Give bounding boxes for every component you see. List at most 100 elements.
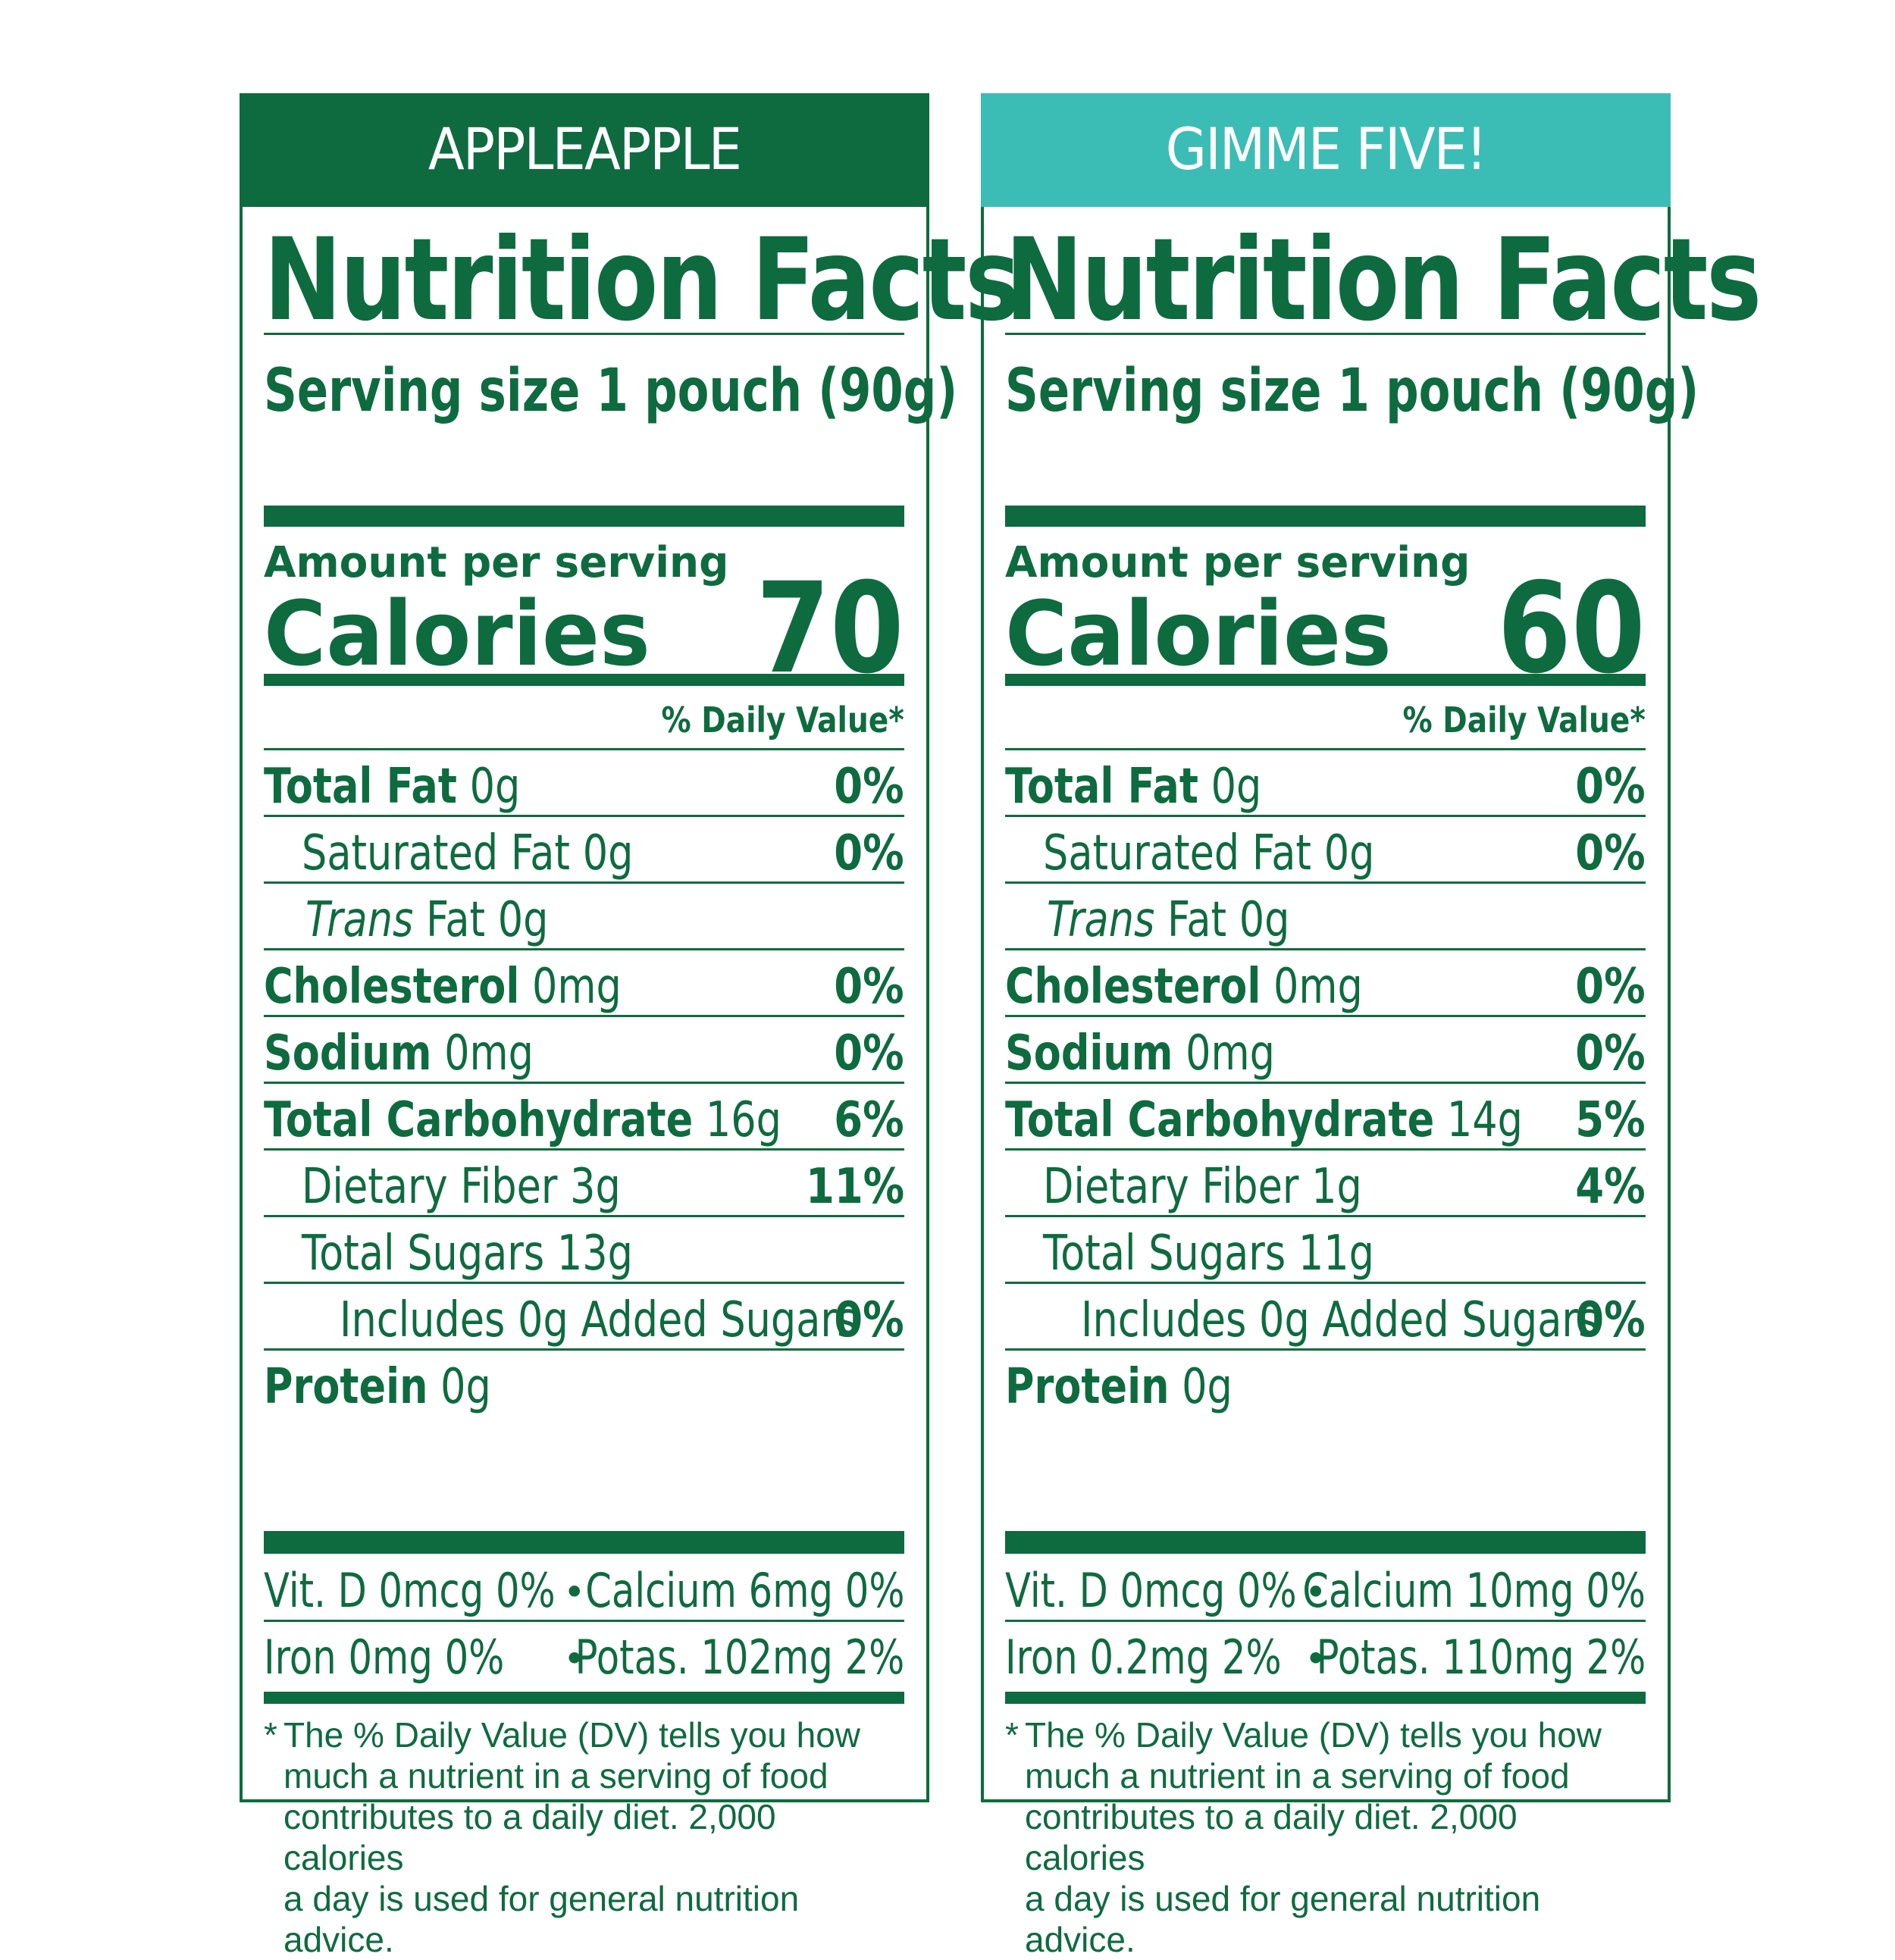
row-trans-fat: Trans Fat 0g (1005, 884, 1646, 950)
divider (1005, 1015, 1646, 1017)
nutrition-facts-title: Nutrition Facts (264, 214, 1020, 346)
daily-value-pct: 4% (1575, 1159, 1646, 1215)
divider (1005, 1282, 1646, 1284)
row-saturated-fat: Saturated Fat 0g 0% (264, 817, 904, 884)
footnote-asterisk: * (1005, 1715, 1019, 1755)
nutrient-name: Dietary Fiber 1g (1043, 1159, 1362, 1215)
divider-medium (264, 1692, 904, 1704)
divider-medium (264, 674, 904, 686)
footnote-text: The % Daily Value (DV) tells you how muc… (283, 1715, 860, 1959)
serving-size: Serving size 1 pouch (90g) (264, 357, 958, 425)
vitamin-right: Potas. 102mg 2% (575, 1630, 904, 1685)
divider-medium (1005, 674, 1646, 686)
vitamin-right: Calcium 6mg 0% (584, 1563, 904, 1618)
nutrient-amount: 16g (693, 1092, 781, 1148)
daily-value-header: % Daily Value* (661, 700, 904, 740)
row-total-sugars: Total Sugars 13g (264, 1217, 904, 1284)
divider (1005, 748, 1646, 750)
divider (264, 815, 904, 817)
daily-value-header: % Daily Value* (1402, 700, 1646, 740)
divider (264, 1215, 904, 1217)
nutrient-name: Protein (264, 1359, 428, 1415)
daily-value-pct: 0% (1575, 759, 1646, 815)
nutrient-amount: 0g (456, 759, 521, 815)
amount-per-serving: Amount per serving (264, 538, 729, 587)
row-trans-fat: Trans Fat 0g (264, 884, 904, 950)
divider (1005, 1082, 1646, 1084)
nutrient-amount: 0g (1198, 759, 1262, 815)
serving-size: Serving size 1 pouch (90g) (1005, 357, 1699, 425)
nutrient-name: Saturated Fat 0g (302, 825, 634, 881)
vitamins-row-1: Vit. D 0mcg 0% • Calcium 10mg 0% (1005, 1555, 1646, 1622)
daily-value-pct: 11% (805, 1159, 904, 1215)
daily-value-pct: 6% (834, 1092, 904, 1148)
calories-value: 60 (1497, 556, 1646, 701)
nutrient-name: Includes 0g Added Sugars (1081, 1292, 1599, 1348)
row-total-carbohydrate: Total Carbohydrate 14g 5% (1005, 1084, 1646, 1151)
nutrient-amount: 14g (1434, 1092, 1523, 1148)
nutrient-amount: 0mg (519, 959, 622, 1015)
nutrient-name: Dietary Fiber 3g (302, 1159, 621, 1215)
daily-value-pct: 0% (834, 959, 904, 1015)
product-banner: GIMME FIVE! (981, 93, 1671, 207)
row-total-sugars: Total Sugars 11g (1005, 1217, 1646, 1284)
vitamins-row-2: Iron 0.2mg 2% • Potas. 110mg 2% (1005, 1622, 1646, 1689)
divider (264, 333, 904, 335)
vitamin-left: Vit. D 0mcg 0% (264, 1563, 556, 1618)
divider-thick (1005, 506, 1646, 527)
nutrition-panel-appleapple: APPLEAPPLE Nutrition Facts Serving size … (240, 93, 1020, 1959)
row-sodium: Sodium 0mg 0% (264, 1017, 904, 1084)
divider (264, 1148, 904, 1151)
nutrient-amount: 0mg (1173, 1025, 1275, 1082)
row-sodium: Sodium 0mg 0% (1005, 1017, 1646, 1084)
daily-value-pct: 0% (1575, 959, 1646, 1015)
row-added-sugars: Includes 0g Added Sugars 0% (1005, 1284, 1646, 1351)
nutrient-name: Total Fat (264, 759, 457, 815)
daily-value-pct: 5% (1575, 1092, 1646, 1148)
daily-value-pct: 0% (1575, 825, 1646, 881)
divider (264, 1015, 904, 1017)
nutrient-amount: Fat 0g (1154, 892, 1290, 948)
daily-value-pct: 0% (1575, 1025, 1646, 1082)
daily-value-pct: 0% (834, 759, 904, 815)
calories-label: Calories (264, 581, 650, 686)
vitamins-row-2: Iron 0mg 0% • Potas. 102mg 2% (264, 1622, 904, 1689)
divider (264, 1620, 904, 1622)
bullet: • (563, 1637, 586, 1681)
divider (1005, 1148, 1646, 1151)
divider (264, 948, 904, 950)
row-added-sugars: Includes 0g Added Sugars 0% (264, 1284, 904, 1351)
daily-value-pct: 0% (834, 825, 904, 881)
nutrient-name: Trans (1047, 892, 1155, 948)
nutrient-amount: 0mg (1261, 959, 1363, 1015)
nutrient-name: Sodium (264, 1025, 432, 1082)
divider (1005, 881, 1646, 884)
calories-label: Calories (1005, 581, 1392, 686)
nutrient-name: Sodium (1005, 1025, 1173, 1082)
nutrition-facts-title: Nutrition Facts (1005, 214, 1762, 346)
nutrient-amount: Fat 0g (413, 892, 549, 948)
divider-thick (264, 506, 904, 527)
row-dietary-fiber: Dietary Fiber 3g 11% (264, 1151, 904, 1217)
nutrient-name: Saturated Fat 0g (1043, 825, 1375, 881)
nutrient-name: Protein (1005, 1359, 1170, 1415)
divider (1005, 948, 1646, 950)
row-cholesterol: Cholesterol 0mg 0% (264, 950, 904, 1017)
divider (1005, 1348, 1646, 1351)
row-total-carbohydrate: Total Carbohydrate 16g 6% (264, 1084, 904, 1151)
product-banner: APPLEAPPLE (240, 93, 929, 207)
nutrient-name: Total Fat (1005, 759, 1198, 815)
divider (264, 1282, 904, 1284)
vitamin-right: Potas. 110mg 2% (1316, 1630, 1646, 1685)
nutrition-panel-gimme-five: GIMME FIVE! Nutrition Facts Serving size… (981, 93, 1762, 1959)
vitamin-left: Iron 0.2mg 2% (1005, 1630, 1282, 1685)
daily-value-pct: 0% (834, 1292, 904, 1348)
row-total-fat: Total Fat 0g 0% (264, 750, 904, 817)
row-total-fat: Total Fat 0g 0% (1005, 750, 1646, 817)
product-name: GIMME FIVE! (1165, 114, 1487, 183)
amount-per-serving: Amount per serving (1005, 538, 1471, 587)
product-name: APPLEAPPLE (428, 114, 742, 183)
calories-value: 70 (756, 556, 904, 701)
nutrient-amount: 0g (428, 1359, 491, 1415)
footnote-asterisk: * (264, 1715, 277, 1755)
